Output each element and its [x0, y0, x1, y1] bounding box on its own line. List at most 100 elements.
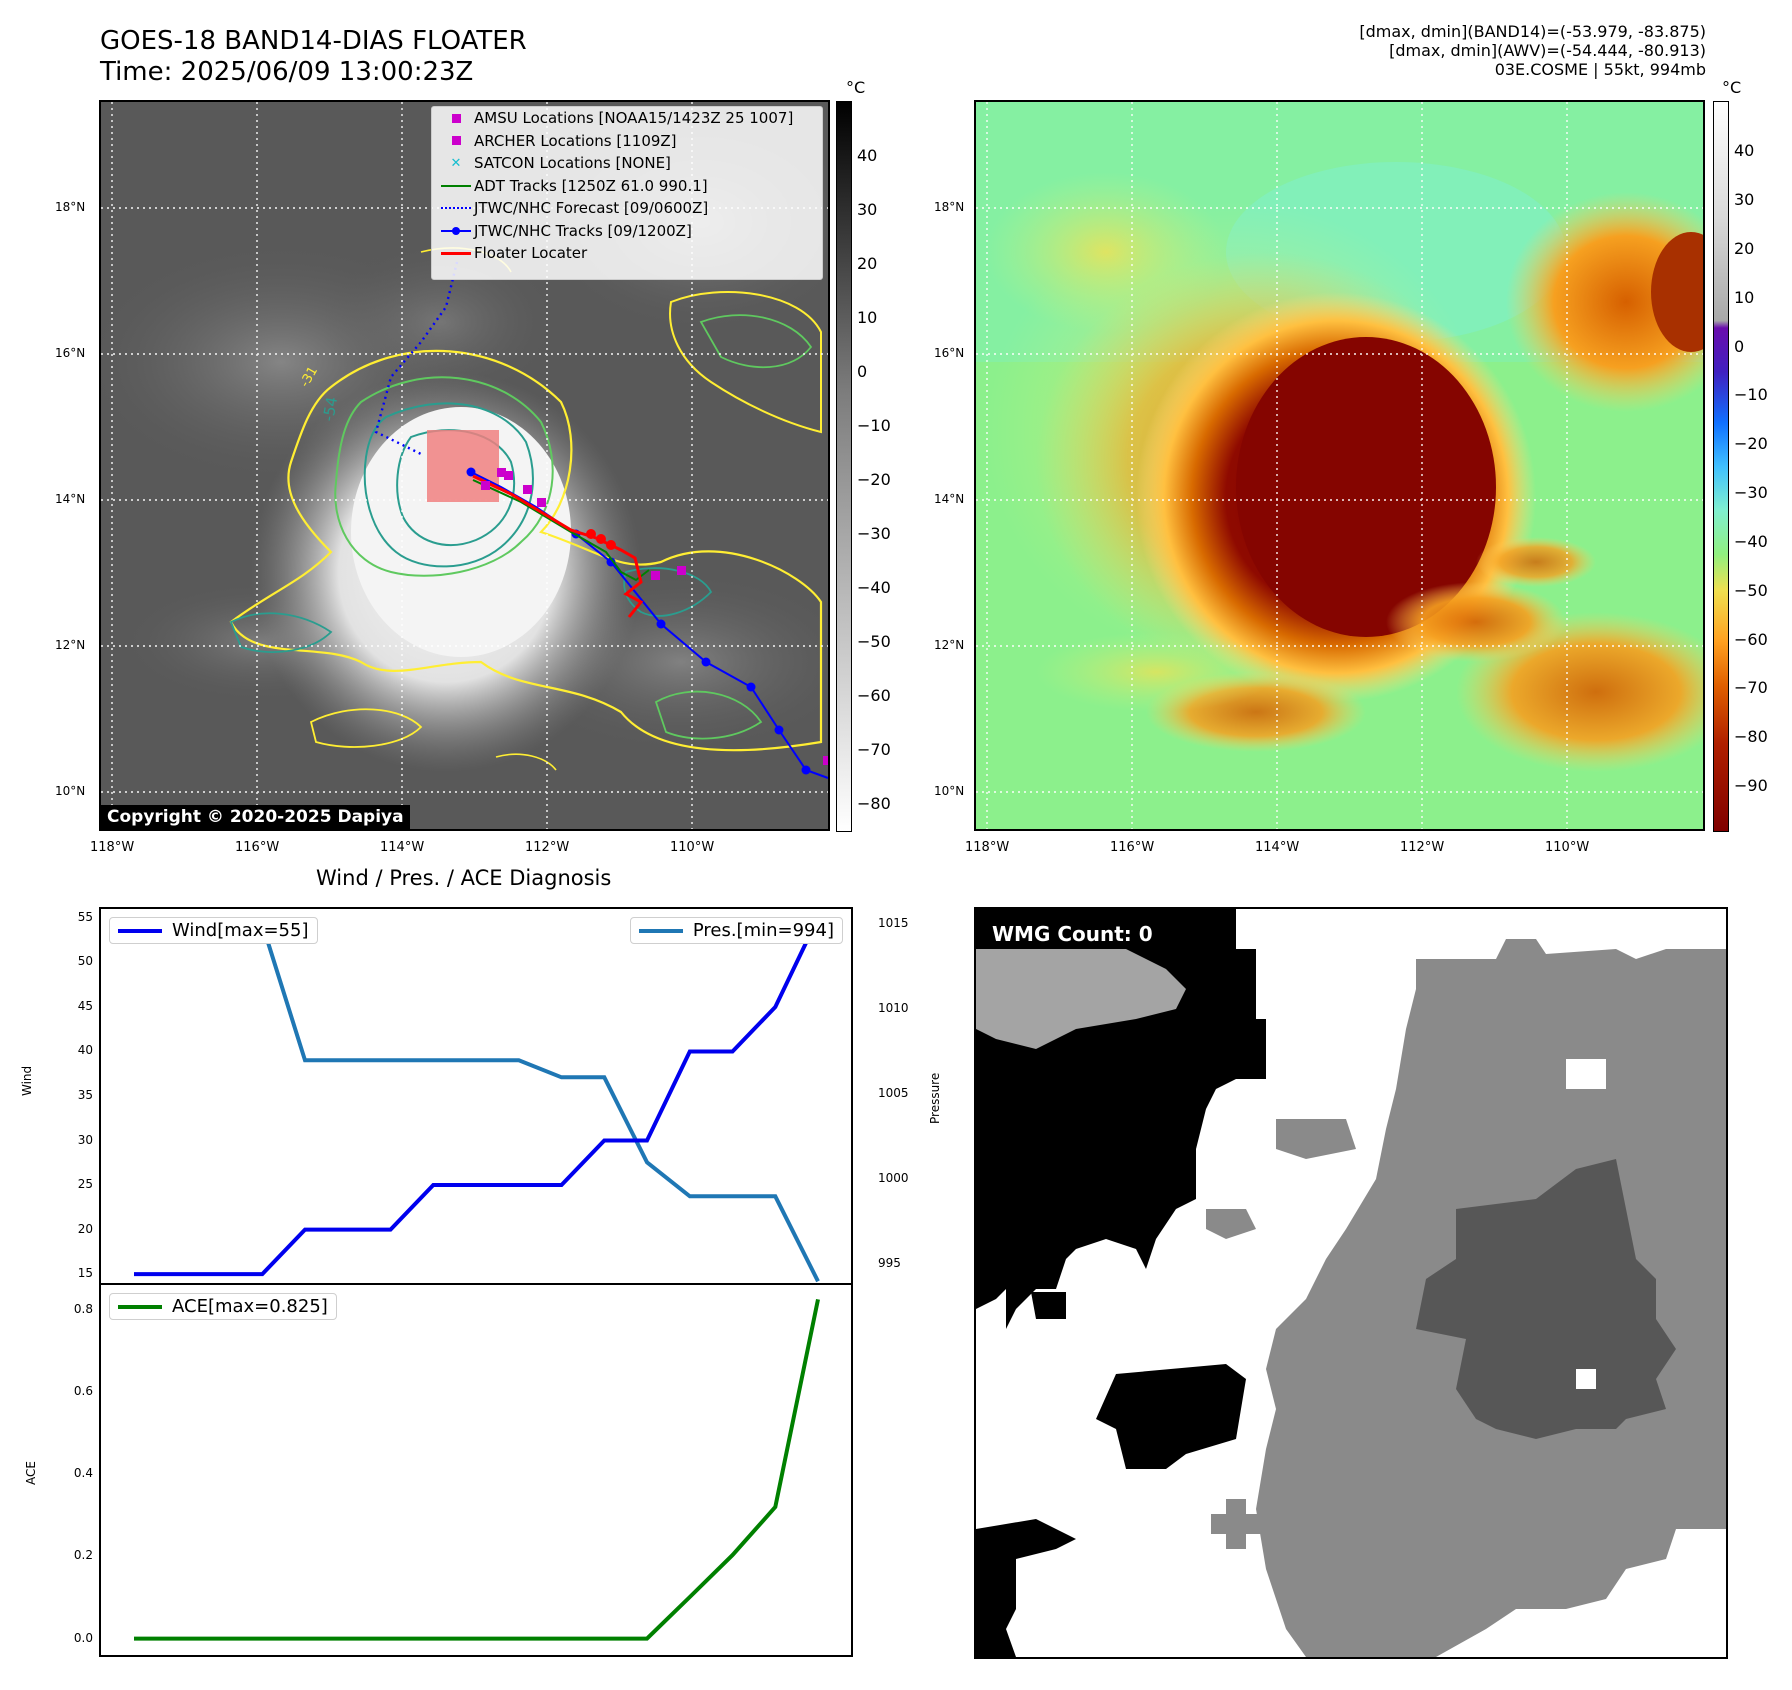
- awv-lon-112: 112°W: [1400, 840, 1445, 855]
- pressure-tick-3: 1000: [878, 1171, 909, 1186]
- ir-lon-114: 114°W: [380, 840, 425, 855]
- ir-colorbar: [836, 101, 852, 832]
- ace-tick-0: 0.8: [73, 1301, 93, 1316]
- awv-lat-10: 10°N: [934, 784, 965, 798]
- awv-panel: [974, 100, 1705, 831]
- wind-legend: Wind[max=55]: [109, 917, 318, 944]
- ir-cb-40: 40: [857, 146, 878, 165]
- ir-lon-112: 112°W: [525, 840, 570, 855]
- awv-cb-m20: −20: [1734, 434, 1768, 453]
- ir-cb-m50: −50: [857, 632, 891, 651]
- amsu-marker-icon: [451, 113, 461, 123]
- ace-axis-label: ACE: [24, 1461, 38, 1485]
- awv-cb-20: 20: [1734, 239, 1755, 258]
- ace-plot: ACE[max=0.825]: [99, 1283, 853, 1657]
- forecast-dotted-icon: [441, 207, 471, 210]
- legend-forecast: JTWC/NHC Forecast [09/0600Z]: [432, 197, 822, 220]
- storm-meta: [dmax, dmin](BAND14)=(-53.979, -83.875) …: [1359, 22, 1706, 79]
- adt-line-icon: [441, 184, 471, 187]
- wind-pressure-plot: Wind[max=55] Pres.[min=994]: [99, 907, 853, 1285]
- awv-colorbar: [1713, 101, 1729, 832]
- contour-label-54: -54: [319, 395, 341, 422]
- wind-pressure-svg: [134, 917, 820, 1283]
- awv-lat-14: 14°N: [934, 492, 965, 506]
- wind-legend-label: Wind[max=55]: [172, 920, 309, 941]
- ir-lon-116: 116°W: [235, 840, 280, 855]
- ir-satellite-panel: -54 -31 AMSU Locations [NOAA15/1423Z 25 …: [99, 100, 830, 831]
- meta-storm: 03E.COSME | 55kt, 994mb: [1494, 60, 1706, 79]
- ir-cb-m20: −20: [857, 470, 891, 489]
- wind-tick-5: 30: [77, 1132, 93, 1147]
- awv-cb-m90: −90: [1734, 776, 1768, 795]
- ir-cb-0: 0: [857, 362, 868, 381]
- awv-lat-18: 18°N: [934, 200, 965, 214]
- ace-legend-swatch: [118, 1304, 162, 1309]
- adt-track: [472, 479, 650, 582]
- wind-tick-0: 55: [77, 909, 93, 924]
- wind-tick-1: 50: [77, 954, 93, 969]
- wmg-count-badge: WMG Count: 0: [984, 919, 1161, 949]
- ir-cb-m60: −60: [857, 686, 891, 705]
- ace-tick-2: 0.4: [73, 1466, 93, 1481]
- diagnosis-title: Wind / Pres. / ACE Diagnosis: [316, 866, 612, 890]
- meta-band14: [dmax, dmin](BAND14)=(-53.979, -83.875): [1359, 22, 1706, 41]
- awv-cb-m30: −30: [1734, 483, 1768, 502]
- wind-tick-3: 40: [77, 1043, 93, 1058]
- meta-awv: [dmax, dmin](AWV)=(-54.444, -80.913): [1389, 41, 1706, 60]
- pressure-axis-label: Pressure: [928, 1072, 942, 1124]
- awv-cb-30: 30: [1734, 190, 1755, 209]
- awv-cb-m60: −60: [1734, 630, 1768, 649]
- awv-lon-110: 110°W: [1545, 840, 1590, 855]
- satcon-x-icon: ✕: [450, 155, 462, 171]
- ace-tick-3: 0.2: [73, 1548, 93, 1563]
- ir-cb-m70: −70: [857, 740, 891, 759]
- awv-cb-m50: −50: [1734, 581, 1768, 600]
- ace-legend-label: ACE[max=0.825]: [172, 1296, 328, 1317]
- pressure-tick-2: 1005: [878, 1086, 909, 1101]
- ir-cb-m10: −10: [857, 416, 891, 435]
- pressure-tick-0: 1015: [878, 916, 909, 931]
- legend-adt: ADT Tracks [1250Z 61.0 990.1]: [432, 175, 822, 198]
- ir-lat-18: 18°N: [55, 200, 86, 214]
- awv-lon-114: 114°W: [1255, 840, 1300, 855]
- legend-amsu: AMSU Locations [NOAA15/1423Z 25 1007]: [432, 107, 822, 130]
- pressure-legend: Pres.[min=994]: [629, 917, 843, 944]
- ir-cb-m30: −30: [857, 524, 891, 543]
- ir-lon-110: 110°W: [670, 840, 715, 855]
- awv-map: [976, 102, 1703, 829]
- awv-lat-12: 12°N: [934, 638, 965, 652]
- archer-marker-icon: [451, 136, 461, 146]
- ir-lat-12: 12°N: [55, 638, 86, 652]
- pressure-legend-swatch: [638, 928, 683, 933]
- legend-satcon: ✕ SATCON Locations [NONE]: [450, 154, 671, 173]
- ir-lat-10: 10°N: [55, 784, 86, 798]
- awv-lon-118: 118°W: [965, 840, 1010, 855]
- ace-legend: ACE[max=0.825]: [109, 1293, 337, 1320]
- awv-lat-16: 16°N: [934, 346, 965, 360]
- archer-amsu-markers: [481, 468, 828, 765]
- pressure-series-line: [134, 922, 820, 1283]
- pressure-legend-label: Pres.[min=994]: [692, 920, 834, 941]
- title-line-2: Time: 2025/06/09 13:00:23Z: [100, 57, 474, 87]
- wind-tick-4: 35: [77, 1088, 93, 1102]
- copyright-badge: Copyright © 2020-2025 Dapiya: [101, 805, 410, 829]
- ir-legend: AMSU Locations [NOAA15/1423Z 25 1007] AR…: [431, 106, 823, 280]
- floater-box: [427, 430, 499, 502]
- title-line-1: GOES-18 BAND14-DIAS FLOATER: [100, 26, 527, 56]
- pressure-tick-4: 995: [878, 1256, 901, 1271]
- pressure-tick-1: 1010: [878, 1001, 909, 1016]
- awv-colorbar-unit: °C: [1722, 78, 1742, 97]
- legend-floater: Floater Locater: [432, 242, 822, 265]
- awv-cb-0: 0: [1734, 337, 1745, 356]
- wind-tick-8: 15: [77, 1266, 93, 1281]
- ir-cb-m80: −80: [857, 794, 891, 813]
- awv-cb-m40: −40: [1734, 532, 1768, 551]
- awv-cb-m80: −80: [1734, 727, 1768, 746]
- ace-svg: [134, 1298, 820, 1641]
- wind-tick-6: 25: [77, 1177, 93, 1192]
- ir-lat-16: 16°N: [55, 346, 86, 360]
- wind-legend-swatch: [118, 928, 162, 933]
- legend-archer: ARCHER Locations [1109Z]: [432, 130, 822, 153]
- wind-tick-2: 45: [77, 998, 93, 1013]
- awv-lon-116: 116°W: [1110, 840, 1155, 855]
